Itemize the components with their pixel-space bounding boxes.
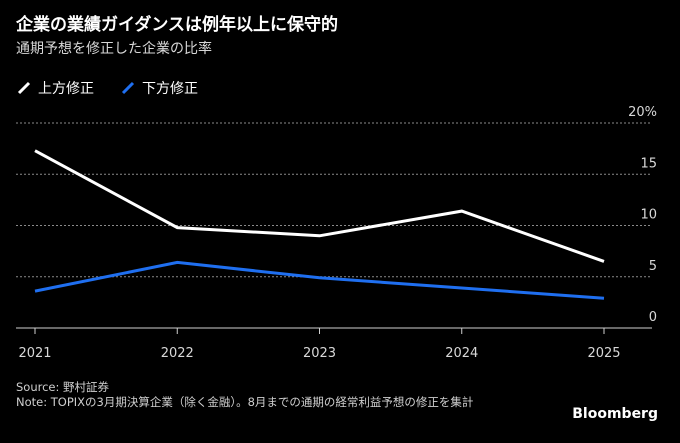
series-line-upward <box>34 149 605 263</box>
chart-footer: Source: 野村証券 Note: TOPIXの3月期決算企業（除く金融）。8… <box>16 380 576 410</box>
legend-label-downward: 下方修正 <box>142 81 198 97</box>
x-tick-label: 2022 <box>161 346 194 361</box>
legend-label-upward: 上方修正 <box>38 81 94 97</box>
chart-subtitle: 通期予想を修正した企業の比率 <box>16 41 212 57</box>
methodology-note: Note: TOPIXの3月期決算企業（除く金融）。8月までの通期の経常利益予想… <box>16 395 474 409</box>
bloomberg-logo: Bloomberg <box>572 406 658 422</box>
y-tick-label: 0 <box>649 310 657 325</box>
source-note: Source: 野村証券 <box>16 380 110 394</box>
legend-swatch-upward <box>17 81 31 95</box>
legend-swatch-downward <box>121 81 135 95</box>
x-tick-label: 2023 <box>303 346 336 361</box>
x-tick-label: 2025 <box>587 346 620 361</box>
y-tick-label: 20% <box>628 105 657 120</box>
chart-title: 企業の業績ガイダンスは例年以上に保守的 <box>16 15 338 35</box>
y-tick-label: 15 <box>640 156 657 171</box>
legend: 上方修正 下方修正 <box>16 78 224 98</box>
y-tick-label: 10 <box>640 208 657 223</box>
series-line-downward <box>34 260 605 300</box>
x-tick-label: 2021 <box>18 346 51 361</box>
y-tick-label: 5 <box>649 259 657 274</box>
legend-item-downward: 下方修正 <box>120 78 198 98</box>
legend-item-upward: 上方修正 <box>16 78 94 98</box>
x-tick-label: 2024 <box>445 346 478 361</box>
